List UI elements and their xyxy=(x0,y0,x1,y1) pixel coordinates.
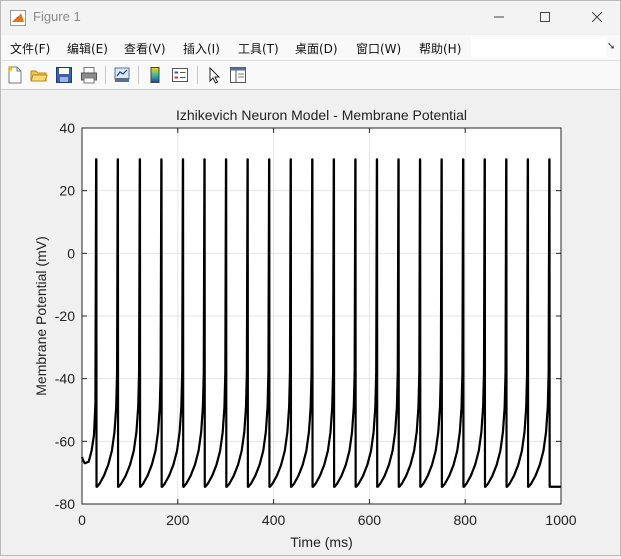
y-tick-label: -80 xyxy=(55,496,75,512)
y-axis-label: Membrane Potential (mV) xyxy=(33,236,49,396)
close-icon xyxy=(592,12,602,22)
x-tick-label: 800 xyxy=(454,512,478,528)
membrane-potential-chart[interactable]: 0 200 400 600 800 1000 -80 -60 -40 -20 0 20 40 Izhi… xyxy=(1,90,620,555)
menu-file[interactable]: 文件(F) xyxy=(10,42,51,56)
menu-tools[interactable]: 工具(T) xyxy=(238,42,279,56)
title-bar: Figure 1 xyxy=(1,1,620,34)
save-icon[interactable] xyxy=(55,66,73,84)
figure-canvas: 0 200 400 600 800 1000 -80 -60 -40 -20 0 20 40 Izhi… xyxy=(1,90,620,555)
minimize-button[interactable] xyxy=(476,1,522,33)
menu-view[interactable]: 查看(V) xyxy=(124,42,166,56)
matlab-logo-icon xyxy=(10,10,26,26)
legend-icon[interactable] xyxy=(171,66,189,84)
x-tick-label: 200 xyxy=(166,512,190,528)
y-tick-labels: -80 -60 -40 -20 0 20 40 xyxy=(55,120,75,512)
x-tick-label: 0 xyxy=(78,512,86,528)
close-button[interactable] xyxy=(574,1,620,33)
y-tick-label: 20 xyxy=(59,183,75,199)
property-editor-icon[interactable] xyxy=(229,66,247,84)
menu-insert[interactable]: 插入(I) xyxy=(183,42,220,56)
x-tick-label: 400 xyxy=(262,512,286,528)
menu-window[interactable]: 窗口(W) xyxy=(356,42,402,56)
menu-bar: 文件(F) 编辑(E) 查看(V) 插入(I) 工具(T) 桌面(D) 窗口(W… xyxy=(1,35,620,61)
toolbar-dock-arrow-icon[interactable]: ➘ xyxy=(607,41,616,52)
minimize-icon xyxy=(494,16,504,18)
colorbar-icon[interactable] xyxy=(146,66,164,84)
x-tick-labels: 0 200 400 600 800 1000 xyxy=(78,512,577,528)
menu-desktop[interactable]: 桌面(D) xyxy=(295,42,338,56)
maximize-icon xyxy=(540,12,550,22)
menu-edit[interactable]: 编辑(E) xyxy=(67,42,108,56)
toolbar-separator xyxy=(105,66,106,84)
x-tick-label: 600 xyxy=(358,512,382,528)
x-tick-label: 1000 xyxy=(545,512,576,528)
y-tick-label: -40 xyxy=(55,371,75,387)
window-title: Figure 1 xyxy=(33,9,81,24)
figure-toolbar xyxy=(1,61,620,90)
membrane-potential-line xyxy=(80,158,561,488)
toolbar-separator xyxy=(197,66,198,84)
menu-help[interactable]: 帮助(H) xyxy=(419,42,462,56)
maximize-button[interactable] xyxy=(522,1,568,33)
edit-plot-arrow-icon[interactable] xyxy=(205,66,223,84)
y-tick-label: -20 xyxy=(55,308,75,324)
x-axis-label: Time (ms) xyxy=(290,534,352,550)
open-file-icon[interactable] xyxy=(30,66,48,84)
y-tick-label: -60 xyxy=(55,433,75,449)
toolbar-separator xyxy=(138,66,139,84)
chart-title: Izhikevich Neuron Model - Membrane Poten… xyxy=(176,107,467,123)
tick-marks xyxy=(81,127,562,505)
new-figure-icon[interactable] xyxy=(6,66,24,84)
link-plot-icon[interactable] xyxy=(113,66,131,84)
menu-bar-filler xyxy=(471,37,606,57)
print-icon[interactable] xyxy=(80,66,98,84)
y-tick-label: 0 xyxy=(67,245,75,261)
y-tick-label: 40 xyxy=(59,120,75,136)
